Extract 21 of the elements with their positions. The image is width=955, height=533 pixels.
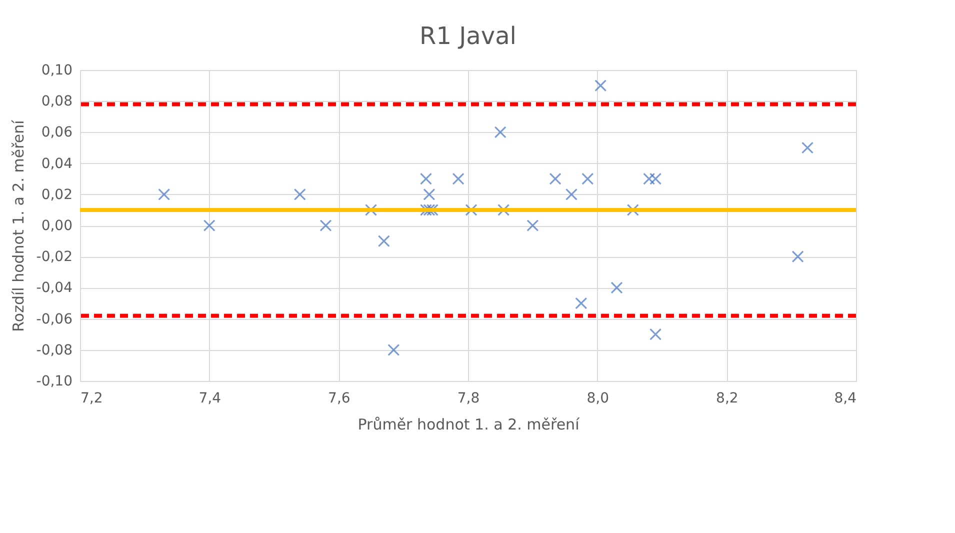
chart-title: R1 Javal <box>420 22 516 50</box>
x-tick-label: 7,6 <box>328 390 350 406</box>
x-axis-title: Průměr hodnot 1. a 2. měření <box>358 416 580 434</box>
x-tick-label: 8,2 <box>716 390 738 406</box>
y-tick-label: -0,04 <box>36 280 73 296</box>
y-axis-title: Rozdíl hodnot 1. a 2. měření <box>9 119 28 332</box>
y-tick-label: 0,06 <box>41 124 73 141</box>
y-tick-label: -0,06 <box>36 311 73 328</box>
y-tick-label: 0,00 <box>41 218 72 234</box>
y-tick-label: 0,10 <box>41 62 72 78</box>
y-tick-label: -0,08 <box>36 342 72 358</box>
y-tick-label: 0,04 <box>41 156 73 172</box>
y-tick-label: 0,02 <box>41 186 72 203</box>
y-tick-label: 0,08 <box>41 94 72 110</box>
x-tick-label: 8,0 <box>586 390 609 406</box>
x-tick-label: 8,4 <box>834 390 857 406</box>
x-tick-label: 7,8 <box>457 390 480 406</box>
y-tick-label: -0,10 <box>36 374 72 390</box>
x-tick-label: 7,2 <box>80 390 103 406</box>
y-tick-label: -0,02 <box>36 249 72 266</box>
x-tick-label: 7,4 <box>198 390 222 406</box>
